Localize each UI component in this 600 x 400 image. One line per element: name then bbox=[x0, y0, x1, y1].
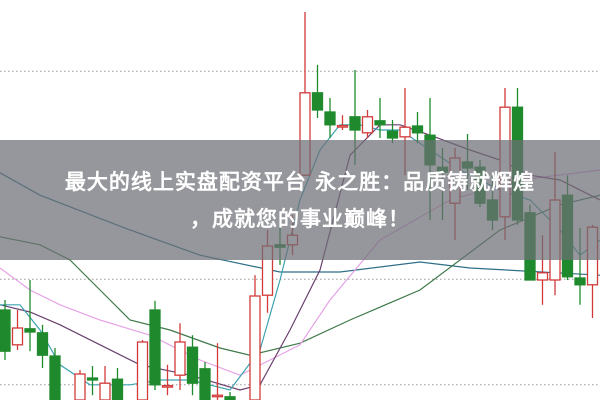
candle-body bbox=[186, 346, 199, 384]
candle-body bbox=[374, 120, 386, 126]
candle-up bbox=[361, 110, 374, 138]
candle-body bbox=[36, 332, 49, 356]
candle-up bbox=[211, 343, 224, 400]
candle-up bbox=[249, 275, 261, 400]
candle-down bbox=[374, 98, 386, 138]
candle-body bbox=[386, 130, 399, 139]
candle-body bbox=[361, 116, 374, 134]
candle-down bbox=[49, 348, 61, 400]
candle-down bbox=[36, 324, 49, 368]
candle-down bbox=[149, 300, 161, 390]
candle-down bbox=[0, 300, 11, 360]
candle-down bbox=[111, 368, 124, 400]
candle-down bbox=[86, 366, 99, 396]
candle-body bbox=[49, 355, 61, 400]
candle-body bbox=[86, 377, 99, 381]
candle-down bbox=[411, 112, 424, 144]
candle-down bbox=[224, 392, 236, 400]
candle-body bbox=[136, 341, 149, 400]
candle-down bbox=[386, 120, 399, 144]
candle-body bbox=[574, 277, 586, 286]
candle-down bbox=[186, 335, 199, 396]
candle-body bbox=[336, 124, 349, 128]
overlay-text-line-1: 最大的线上实盘配资平台 永之胜：品质铸就辉煌 bbox=[64, 170, 536, 194]
candle-down bbox=[24, 280, 36, 352]
overlay-banner bbox=[0, 140, 600, 260]
candle-up bbox=[11, 310, 24, 350]
candle-body bbox=[111, 378, 124, 400]
candle-body bbox=[311, 92, 324, 111]
candle-body bbox=[199, 368, 211, 400]
candle-body bbox=[249, 295, 261, 400]
candle-body bbox=[0, 309, 11, 352]
candle-down bbox=[324, 98, 336, 138]
candle-body bbox=[149, 309, 161, 386]
candle-up bbox=[161, 364, 174, 396]
candle-down bbox=[311, 64, 324, 118]
candle-body bbox=[99, 382, 111, 400]
candle-body bbox=[349, 116, 361, 131]
candle-down bbox=[199, 362, 211, 400]
candle-up bbox=[336, 115, 349, 130]
candle-body bbox=[74, 373, 86, 400]
candle-body bbox=[211, 394, 224, 398]
candle-body bbox=[174, 341, 186, 376]
candle-up bbox=[136, 340, 149, 400]
candle-body bbox=[411, 125, 424, 134]
candle-body bbox=[399, 126, 411, 138]
candle-body bbox=[24, 328, 36, 333]
candle-up bbox=[74, 370, 86, 400]
candle-body bbox=[161, 384, 174, 388]
overlay-text-line-2: ，成就您的事业巅峰！ bbox=[190, 207, 410, 231]
candle-body bbox=[324, 111, 336, 126]
candle-body bbox=[536, 272, 549, 281]
candle-body bbox=[11, 327, 24, 346]
candle-up bbox=[174, 323, 186, 390]
candle-up bbox=[99, 366, 111, 400]
